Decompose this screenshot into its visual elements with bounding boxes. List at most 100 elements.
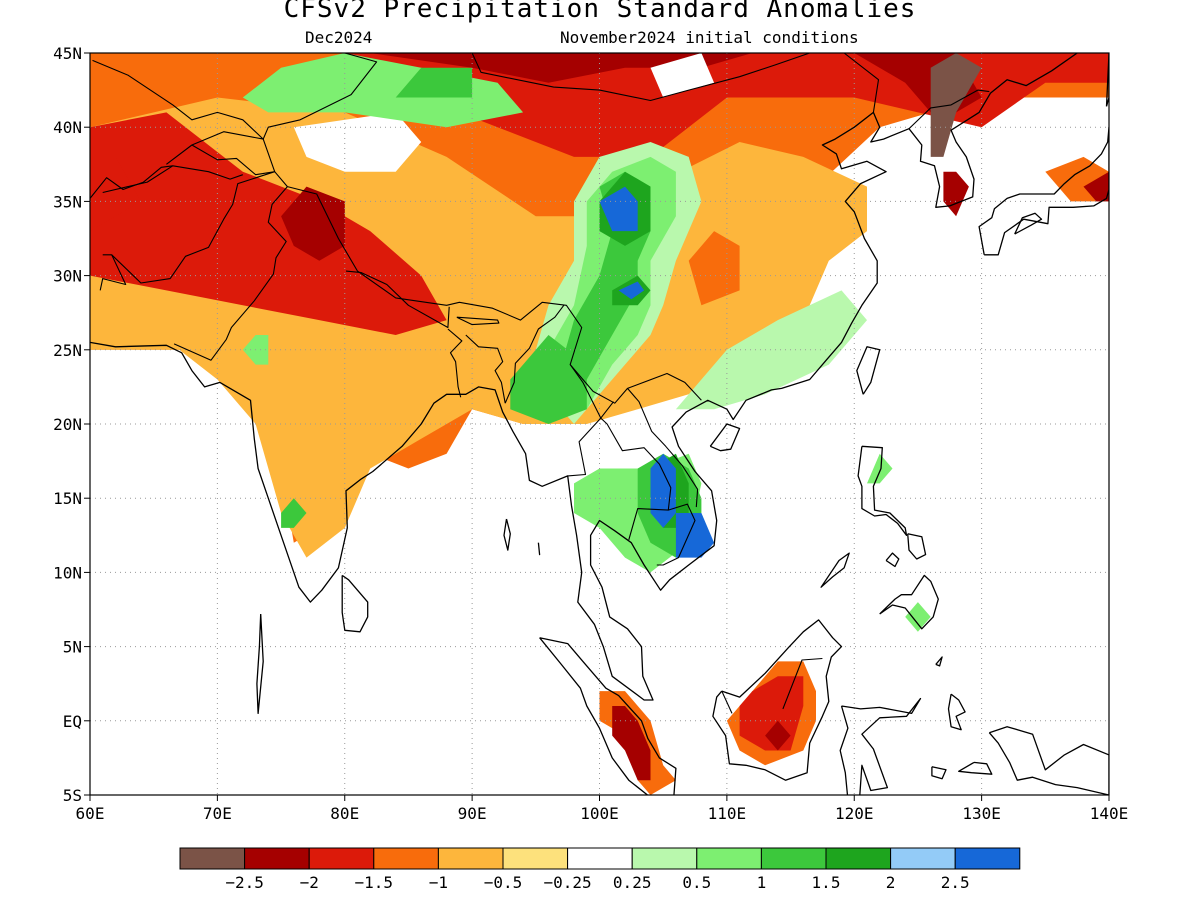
lat-tick-label: 35N <box>53 192 82 211</box>
initial-conditions-label: November2024 initial conditions <box>560 28 859 47</box>
border-13 <box>628 503 696 566</box>
colorbar-label: −0.5 <box>484 873 523 892</box>
coastline-4 <box>539 637 677 795</box>
colorbar-label: −2 <box>300 873 319 892</box>
colorbar-swatch <box>437 847 504 870</box>
anomaly-region-16 <box>395 67 473 98</box>
colorbar-swatch <box>567 847 633 870</box>
anomaly-region-26 <box>675 290 867 410</box>
anomaly-region-4 <box>90 156 141 232</box>
anomaly-region-30 <box>650 453 676 528</box>
coastline-22 <box>256 613 264 715</box>
colorbar-label: −2.5 <box>225 873 264 892</box>
coastline-6 <box>839 697 922 795</box>
colorbar-label: −1.5 <box>355 873 394 892</box>
lon-tick-label: 100E <box>580 804 619 823</box>
border-20 <box>92 59 264 146</box>
coastline-9 <box>879 574 939 630</box>
country-borders <box>90 53 990 714</box>
border-15 <box>908 89 990 130</box>
anomaly-region-34 <box>867 453 893 484</box>
colorbar-label: 1.5 <box>812 873 841 892</box>
border-0 <box>166 144 702 404</box>
lat-tick-label: 5S <box>63 786 82 805</box>
colorbar-swatch <box>631 847 698 870</box>
anomaly-region-21 <box>599 186 638 232</box>
anomaly-region-14 <box>650 53 715 98</box>
lon-tick-label: 90E <box>458 804 487 823</box>
anomaly-region-32 <box>281 498 307 528</box>
border-6 <box>456 316 500 326</box>
anomaly-region-24 <box>510 335 587 424</box>
lon-tick-label: 130E <box>962 804 1001 823</box>
colorbar-swatch <box>825 847 892 870</box>
anomaly-shading <box>90 53 1109 795</box>
coastline-14 <box>958 761 993 775</box>
lat-tick-label: EQ <box>63 712 82 731</box>
coastline-11 <box>907 533 927 560</box>
colorbar-swatch <box>696 847 762 870</box>
coastline-1 <box>341 574 369 633</box>
lat-tick-label: 45N <box>53 44 82 63</box>
anomaly-region-8 <box>930 53 982 157</box>
anomaly-region-12 <box>1083 171 1109 202</box>
border-16 <box>843 53 880 113</box>
coastlines <box>90 53 1109 795</box>
coastline-21 <box>503 518 511 551</box>
coastline-2 <box>856 346 881 395</box>
border-8 <box>465 334 506 404</box>
anomaly-region-23 <box>618 281 645 300</box>
border-3 <box>111 171 275 284</box>
anomaly-region-10 <box>688 231 740 306</box>
border-12 <box>567 417 602 477</box>
colorbar-label: −1 <box>429 873 448 892</box>
border-4 <box>173 186 288 361</box>
colorbar-swatch <box>244 847 310 870</box>
coastline-10 <box>885 552 900 568</box>
lon-tick-label: 110E <box>708 804 747 823</box>
border-18 <box>599 53 829 102</box>
coastline-8 <box>857 445 908 536</box>
colorbar-swatch <box>502 847 569 870</box>
colorbar-swatch <box>890 847 956 870</box>
anomaly-region-6 <box>370 53 753 83</box>
anomaly-region-3 <box>90 112 447 336</box>
border-21 <box>90 165 173 199</box>
coastline-12 <box>947 693 966 731</box>
anomaly-region-38 <box>765 720 791 751</box>
colorbar-swatch <box>954 847 1021 870</box>
border-9 <box>504 304 565 404</box>
border-5 <box>345 270 450 329</box>
colorbar-label: 2.5 <box>941 873 970 892</box>
colorbar-label: 2 <box>886 873 896 892</box>
colorbar-swatch <box>760 847 827 870</box>
lat-tick-label: 10N <box>53 563 82 582</box>
coastline-19 <box>1105 53 1109 107</box>
colorbar-label: 0.5 <box>682 873 711 892</box>
lon-tick-label: 60E <box>76 804 105 823</box>
coastline-0 <box>90 53 1078 701</box>
lat-tick-label: 15N <box>53 489 82 508</box>
border-10 <box>569 364 614 419</box>
border-7 <box>447 328 463 398</box>
coastline-7 <box>820 552 850 588</box>
lat-tick-label: 40N <box>53 118 82 137</box>
border-2 <box>99 254 127 291</box>
anomaly-region-15 <box>242 53 524 128</box>
colorbar-swatch <box>179 847 246 870</box>
colorbar-legend: −2.5 −2 −1.5 −1 −0.5 −0.25 0.25 0.5 1 1.5 2 2.5 <box>179 847 1021 892</box>
coastline-20 <box>537 542 541 556</box>
lon-tick-label: 140E <box>1090 804 1129 823</box>
colorbar-label: −0.25 <box>544 873 592 892</box>
anomaly-region-5 <box>281 186 345 261</box>
anomaly-region-9 <box>943 171 969 217</box>
colorbar-label: 1 <box>757 873 767 892</box>
anomaly-region-40 <box>612 706 651 781</box>
coastline-15 <box>931 766 947 780</box>
coastline-17 <box>978 126 1109 256</box>
border-19 <box>440 53 600 91</box>
colorbar-swatch <box>373 847 439 870</box>
forecast-month-label: Dec2024 <box>305 28 373 47</box>
